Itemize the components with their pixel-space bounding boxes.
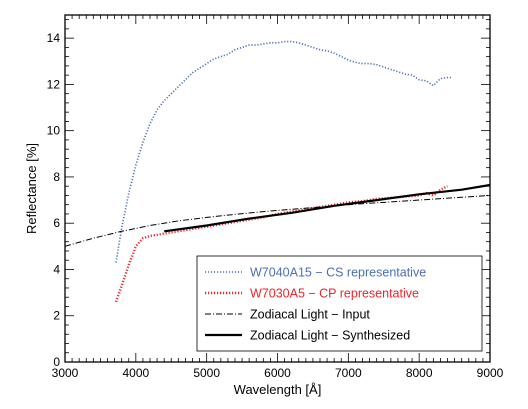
series-layer [64, 40, 491, 303]
legend-label-1: W7040A15 − CS representative [250, 266, 426, 280]
legend-box [196, 255, 483, 352]
y-tick-label: 10 [47, 124, 61, 138]
y-tick-label: 0 [53, 355, 60, 369]
y-tick-label: 12 [47, 77, 61, 91]
x-tick-label: 5000 [193, 366, 220, 380]
legend: W7040A15 − CS representative W7030A5 − CP… [196, 255, 483, 352]
series-line-1 [115, 40, 451, 263]
x-axis-title: Wavelength [Å] [234, 382, 322, 397]
y-tick-label: 6 [53, 216, 60, 230]
x-tick-label: 4000 [122, 366, 149, 380]
legend-label-2: W7030A5 − CP representative [250, 287, 419, 301]
series-line-3 [64, 194, 491, 247]
y-tick-label: 14 [47, 31, 61, 45]
x-tick-label: 9000 [477, 366, 504, 380]
x-tick-label: 8000 [406, 366, 433, 380]
y-axis-title: Reflectance [%] [24, 143, 39, 234]
y-tick-label: 4 [53, 262, 60, 276]
series-line-4 [164, 183, 491, 233]
legend-label-4: Zodiacal Light − Synthesized [250, 329, 410, 343]
legend-label-3: Zodiacal Light − Input [250, 308, 370, 322]
x-tick-label: 7000 [335, 366, 362, 380]
tick-labels: 3000 4000 5000 6000 7000 8000 9000 0 2 4 6 8 10 12 14 [47, 31, 504, 380]
y-tick-label: 2 [53, 309, 60, 323]
y-tick-label: 8 [53, 170, 60, 184]
x-tick-label: 3000 [52, 366, 79, 380]
x-tick-label: 6000 [264, 366, 291, 380]
axis-ticks [64, 15, 491, 363]
